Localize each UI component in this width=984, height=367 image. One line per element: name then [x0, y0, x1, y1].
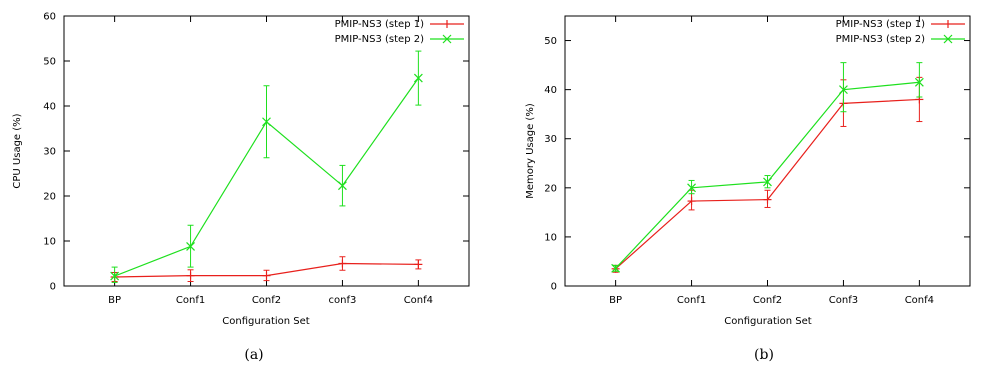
x-tick-label: Conf1 [176, 295, 205, 306]
data-point [186, 271, 195, 280]
legend-label-a-step2: PMIP-NS3 (step 2) [335, 34, 424, 45]
chart-b: 0 10 20 30 40 50 BP Conf1 Conf2 Conf3 Conf4 Confi… [525, 15, 971, 363]
y-tick-label: 30 [43, 147, 56, 158]
y-tick-label: 10 [544, 232, 557, 243]
y-tick-label: 50 [544, 36, 557, 47]
data-point [914, 77, 924, 87]
x-tick-label: BP [609, 295, 622, 306]
data-point [763, 195, 772, 204]
caption-a: (a) [244, 347, 263, 363]
data-point [611, 263, 621, 273]
y-tick-label: 10 [43, 237, 56, 248]
y-tick-label: 60 [43, 12, 56, 23]
x-tick-label: Conf3 [829, 295, 858, 306]
x-marker-b [839, 85, 848, 95]
x-axis-label-b: Configuration Set [724, 316, 811, 327]
series-a [110, 50, 423, 283]
x-marker-b [763, 177, 772, 187]
y-axis-label-b: Memory Usage (%) [525, 103, 536, 199]
y-tick-label: 40 [43, 102, 56, 113]
x-tick-label: BP [108, 295, 121, 306]
x-tick-label: conf3 [329, 295, 357, 306]
x-marker-b [262, 117, 271, 127]
data-point [414, 260, 423, 269]
y-tick-label: 0 [50, 282, 56, 293]
data-point [338, 259, 347, 268]
y-tick-label: 30 [544, 134, 557, 145]
x-marker-b [413, 73, 423, 83]
series-b [611, 62, 924, 273]
x-marker-b [914, 77, 924, 87]
chart-a: 0 10 20 30 40 50 60 BP Conf1 Conf2 conf3 Conf4 Con… [12, 12, 470, 363]
y-ticks-a: 0 10 20 30 40 50 60 [43, 12, 469, 293]
legend-a: PMIP-NS3 (step 1) PMIP-NS3 (step 2) [335, 19, 464, 45]
y-axis-label-a: CPU Usage (%) [12, 113, 23, 188]
legend-marker [943, 34, 953, 44]
x-tick-label: Conf4 [404, 295, 433, 306]
data-point [110, 271, 120, 281]
data-point [687, 197, 696, 206]
plot-frame-b [564, 15, 971, 287]
legend-label-b-step1: PMIP-NS3 (step 1) [836, 19, 925, 30]
data-point [338, 181, 347, 191]
x-tick-label: Conf4 [905, 295, 934, 306]
x-marker-b [687, 183, 696, 193]
y-tick-label: 20 [544, 183, 557, 194]
x-axis-label-a: Configuration Set [222, 316, 309, 327]
x-tick-label: Conf1 [677, 295, 706, 306]
y-tick-label: 40 [544, 85, 557, 96]
x-marker-b [338, 181, 347, 191]
y-tick-label: 50 [43, 57, 56, 68]
x-marker-b [611, 263, 621, 273]
legend-marker [442, 34, 452, 44]
legend-b: PMIP-NS3 (step 1) PMIP-NS3 (step 2) [836, 19, 965, 45]
x-ticks-b: BP Conf1 Conf2 Conf3 Conf4 [609, 16, 934, 306]
legend-label-a-step1: PMIP-NS3 (step 1) [335, 19, 424, 30]
data-point [763, 177, 772, 187]
data-point [687, 183, 696, 193]
x-marker-b [186, 241, 195, 251]
data-point [413, 73, 423, 83]
data-point [839, 85, 848, 95]
y-tick-label: 20 [43, 192, 56, 203]
x-tick-label: Conf2 [753, 295, 782, 306]
x-tick-label: Conf2 [252, 295, 281, 306]
data-point [262, 271, 271, 280]
data-point [262, 117, 271, 127]
x-marker-b [110, 271, 120, 281]
data-point [186, 241, 195, 251]
caption-b: (b) [754, 347, 774, 363]
legend-label-b-step2: PMIP-NS3 (step 2) [836, 34, 925, 45]
x-ticks-a: BP Conf1 Conf2 conf3 Conf4 [108, 16, 433, 306]
y-tick-label: 0 [551, 282, 557, 293]
y-ticks-b: 0 10 20 30 40 50 [544, 36, 970, 293]
